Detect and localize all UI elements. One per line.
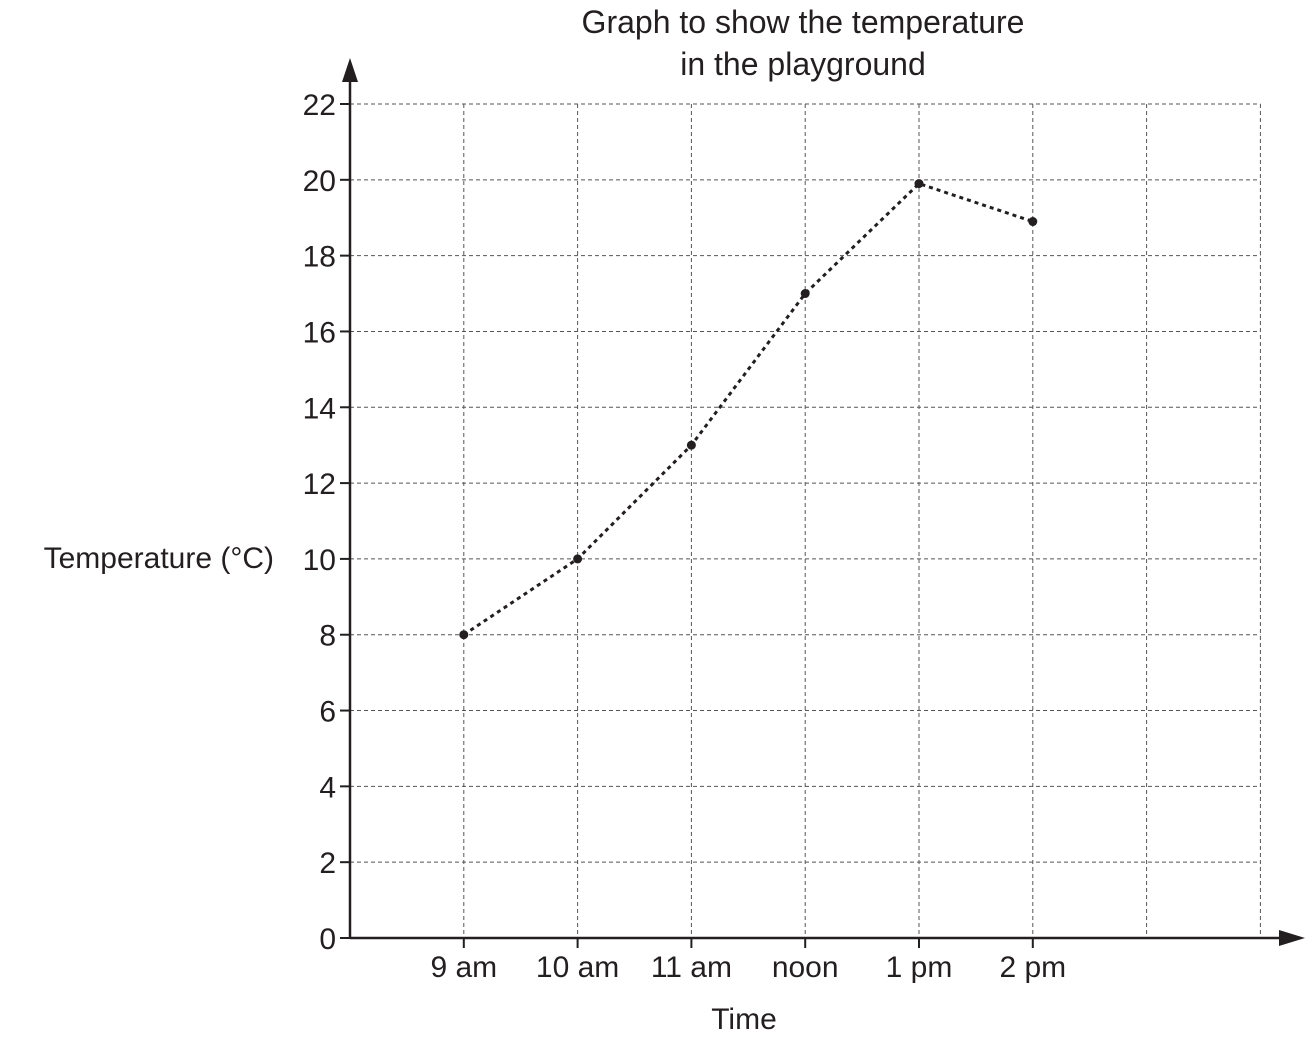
chart-title-line-2: in the playground [680,46,926,82]
x-tick-label: 10 am [536,951,619,984]
grid-lines [350,103,1261,938]
data-point [914,179,924,189]
x-tick-label: 11 am [651,951,732,984]
y-tick-label: 22 [303,89,336,122]
y-tick-label: 12 [303,468,336,501]
axis-ticks: 0 2 4 6 8 10 12 14 16 18 20 22 9 am 10 am 11 am noon 1 p… [303,89,1067,984]
y-tick-label: 6 [319,696,336,729]
x-tick-label: 1 pm [886,951,953,984]
y-tick-label: 2 [319,847,336,880]
y-tick-label: 10 [303,544,336,577]
x-tick-label: noon [772,951,839,984]
y-tick-label: 18 [303,241,336,274]
data-point [459,630,469,640]
y-tick-label: 16 [303,316,336,349]
x-axis-arrow [1279,930,1305,946]
data-point [686,440,696,450]
axes [342,58,1305,946]
data-point [573,554,583,564]
series-line [462,181,1034,636]
y-tick-label: 4 [319,771,336,804]
x-tick-label: 2 pm [999,951,1066,984]
y-axis-arrow [342,58,358,82]
data-point [1028,217,1038,227]
y-tick-label: 14 [303,392,336,425]
x-tick-label: 9 am [430,951,497,984]
data-point [800,289,810,299]
x-axis-label: Time [711,1003,777,1036]
y-tick-label: 8 [319,620,336,653]
chart-title-line-1: Graph to show the temperature [582,4,1025,40]
y-tick-label: 20 [303,165,336,198]
y-tick-label: 0 [319,923,336,956]
series-temperature [459,179,1038,640]
y-axis-label: Temperature (°C) [44,542,274,575]
